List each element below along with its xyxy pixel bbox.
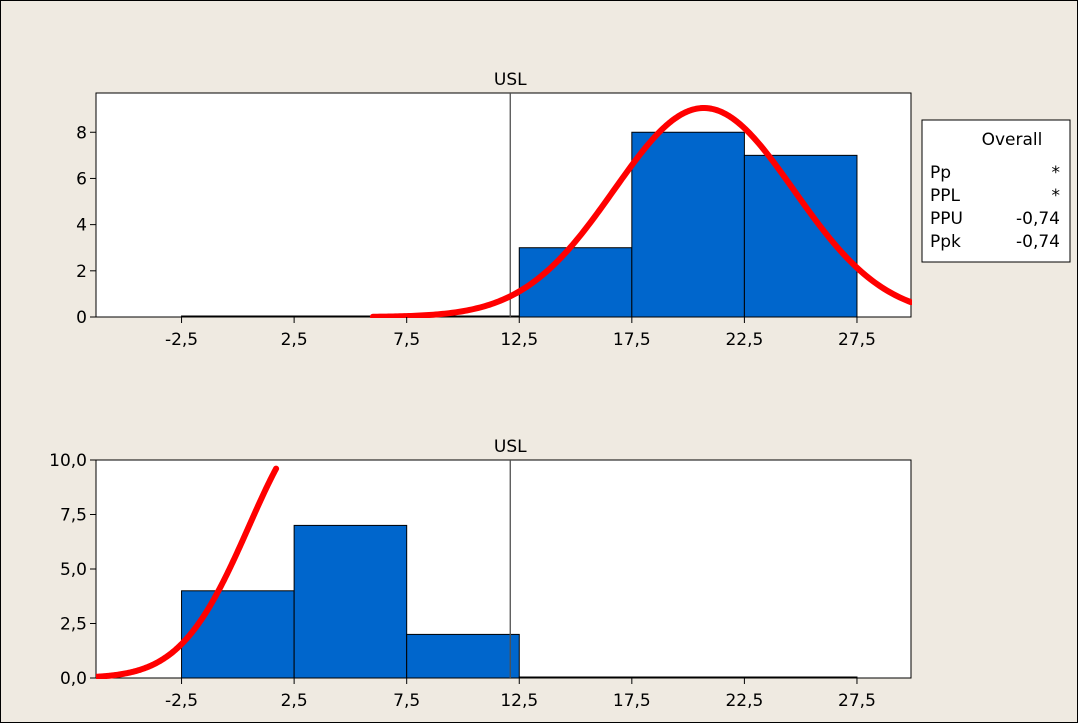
- x-tick-label: 2,5: [281, 330, 308, 350]
- spec-limit-label: USL: [494, 70, 527, 90]
- y-tick-label: 4: [76, 216, 87, 236]
- x-tick-label: 22,5: [725, 691, 763, 711]
- x-tick-label: 22,5: [725, 330, 763, 350]
- histogram-bar: [631, 676, 745, 679]
- histogram-bar: [406, 633, 520, 679]
- x-tick-label: 27,5: [838, 330, 876, 350]
- stat-label-pp: Pp: [930, 163, 951, 183]
- stat-label-ppk: Ppk: [930, 232, 961, 252]
- x-tick-label: 7,5: [393, 330, 420, 350]
- histogram-bar: [631, 131, 745, 318]
- spec-limit-label: USL: [494, 437, 527, 457]
- x-tick-label: 2,5: [281, 691, 308, 711]
- fitted-normal-curve: [369, 105, 912, 318]
- histogram-panel-1: USL 0 2 4 6 8 -2,5 2,5 7,5 12,5 17,5 22,5 27,5: [76, 70, 912, 350]
- stat-value-ppl: *: [1052, 186, 1061, 206]
- stats-legend: Overall Pp * PPL * PPU -0,74 Ppk -0,74: [921, 119, 1071, 263]
- histogram-bar: [293, 524, 408, 679]
- x-tick-label: 27,5: [838, 691, 876, 711]
- stats-legend-box: [921, 119, 1071, 263]
- stat-value-ppu: -0,74: [1016, 209, 1060, 229]
- x-tick-label: -2,5: [165, 330, 198, 350]
- y-tick-label: 0,0: [60, 669, 87, 689]
- stat-value-pp: *: [1052, 163, 1061, 183]
- y-tick-label: 10,0: [49, 451, 87, 471]
- x-tick-label: 7,5: [393, 691, 420, 711]
- x-tick-label: -2,5: [165, 691, 198, 711]
- histogram-bar: [743, 676, 858, 679]
- y-tick-label: 5,0: [60, 560, 87, 580]
- stat-value-ppk: -0,74: [1016, 232, 1060, 252]
- fitted-normal-curve: [96, 465, 280, 679]
- y-tick-label: 8: [76, 123, 87, 143]
- x-tick-label: 17,5: [613, 691, 651, 711]
- stat-label-ppl: PPL: [930, 186, 961, 206]
- x-tick-label: 17,5: [613, 330, 651, 350]
- x-tick-label: 12,5: [500, 691, 538, 711]
- x-tick-label: 12,5: [500, 330, 538, 350]
- histogram-bar: [743, 154, 858, 318]
- y-tick-label: 2,5: [60, 615, 87, 635]
- y-tick-label: 0: [76, 308, 87, 328]
- y-tick-label: 7,5: [60, 506, 87, 526]
- stat-label-ppu: PPU: [930, 209, 963, 229]
- y-tick-label: 2: [76, 262, 87, 282]
- histogram-bar: [181, 590, 295, 679]
- stats-legend-title: Overall: [982, 130, 1043, 150]
- y-tick-label: 6: [76, 169, 87, 189]
- histogram-panel-2: USL 0,0 2,5 5,0 7,5 10,0 -2,5 2,5 7,5 12,5 17,5 22,…: [49, 437, 912, 711]
- histogram-bar: [518, 676, 633, 679]
- histogram-bar: [181, 315, 295, 318]
